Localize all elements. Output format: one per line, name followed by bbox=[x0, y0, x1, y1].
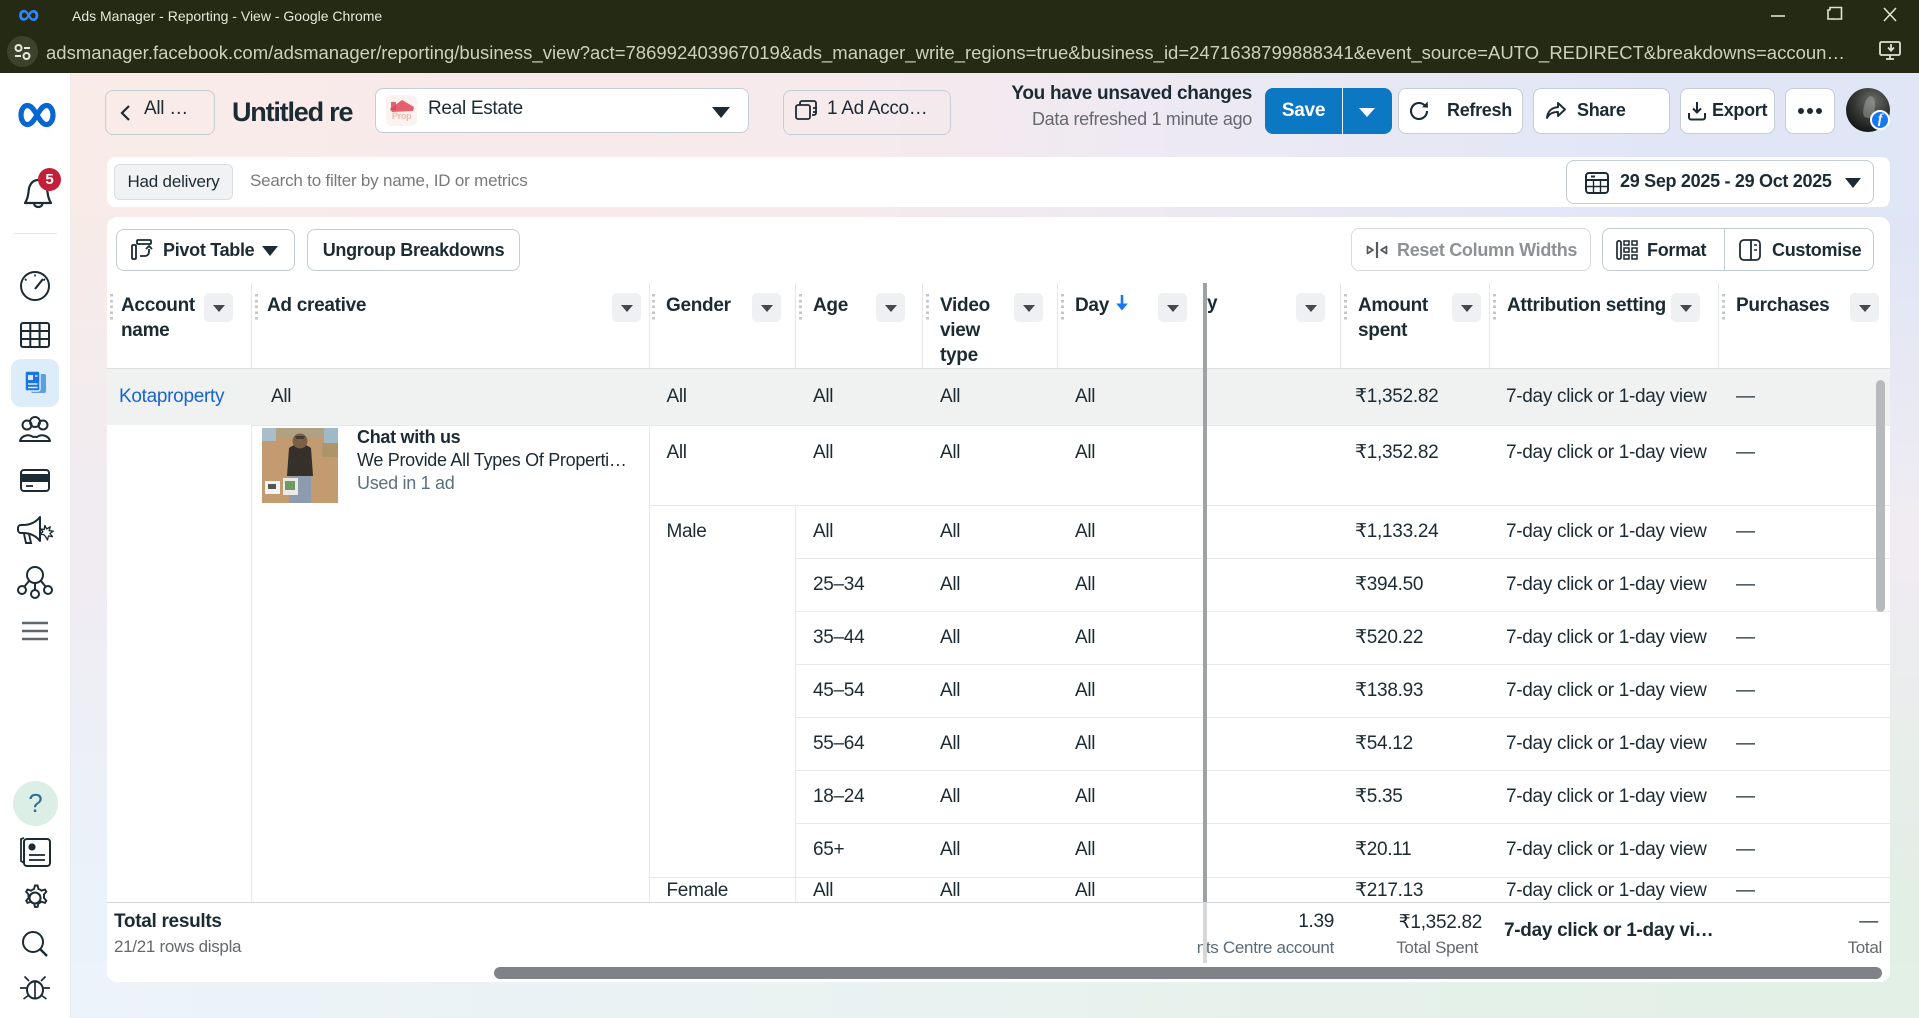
svg-text:Prop: Prop bbox=[392, 111, 412, 121]
